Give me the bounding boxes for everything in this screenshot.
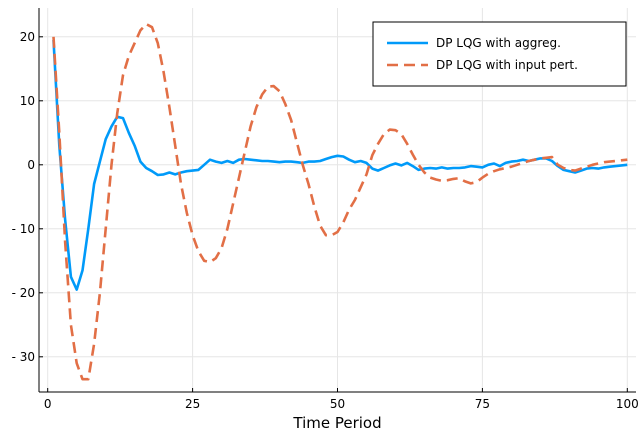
y-tick-label: - 10 [12, 222, 35, 236]
legend-label-2: DP LQG with input pert. [436, 58, 578, 72]
x-tick-label: 25 [185, 397, 200, 411]
axes [38, 8, 636, 393]
x-tick-label: 100 [616, 397, 639, 411]
series-line-2 [52, 22, 628, 381]
x-axis-title: Time Period [292, 414, 381, 432]
legend-label-1: DP LQG with aggreg. [436, 36, 561, 50]
y-tick-label: 10 [20, 94, 35, 108]
legend: DP LQG with aggreg. DP LQG with input per… [372, 21, 627, 87]
legend-box [372, 21, 627, 87]
x-tick-label: 75 [475, 397, 490, 411]
x-tick-label: 0 [44, 397, 52, 411]
y-tick-label: - 30 [12, 350, 35, 364]
y-tick-label: 0 [27, 158, 35, 172]
series-lines [52, 22, 628, 381]
y-tick-label: 20 [20, 30, 35, 44]
x-tick-label: 50 [330, 397, 345, 411]
y-tick-label: - 20 [12, 286, 35, 300]
